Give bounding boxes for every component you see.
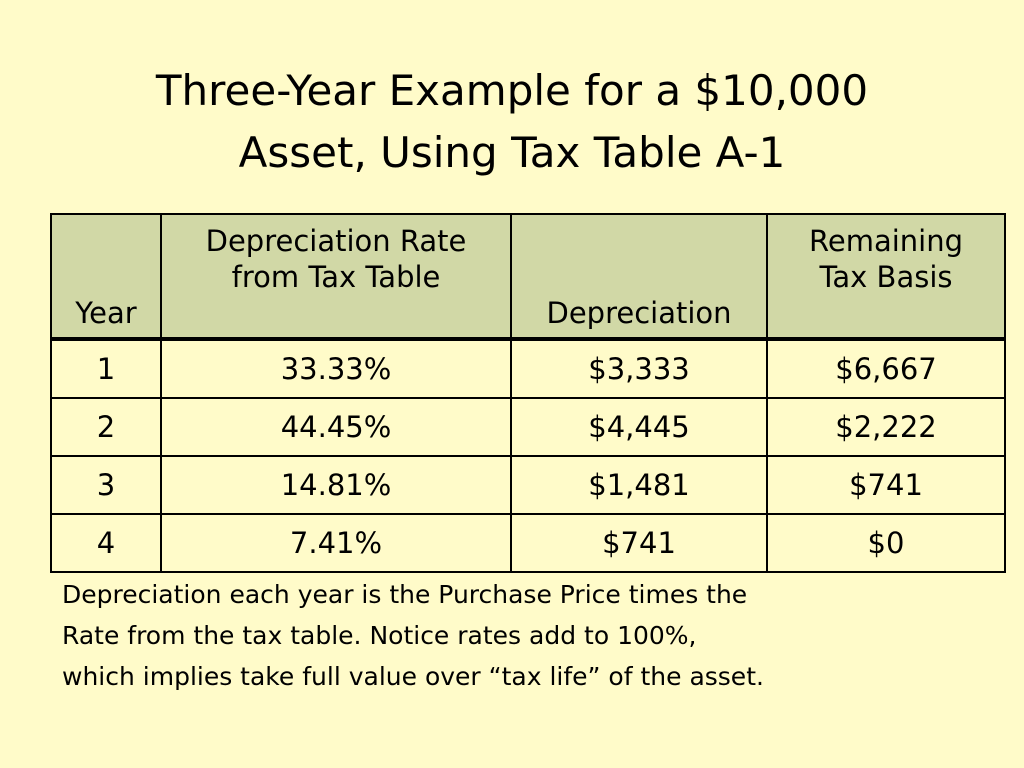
header-depreciation-label: Depreciation xyxy=(546,296,732,330)
note-line-3: which implies take full value over “tax … xyxy=(62,662,764,691)
header-rate: Depreciation Rate from Tax Table xyxy=(160,213,512,340)
header-basis-line-1: Remaining xyxy=(809,224,963,258)
slide-title-line-1: Three-Year Example for a $10,000 xyxy=(155,66,869,115)
header-year-label: Year xyxy=(75,296,137,330)
cell-rate: 7.41% xyxy=(160,513,512,573)
cell-rate: 44.45% xyxy=(160,397,512,457)
note-line-2: Rate from the tax table. Notice rates ad… xyxy=(62,621,697,650)
header-year: Year xyxy=(50,213,162,340)
cell-depreciation: $4,445 xyxy=(510,397,768,457)
note-line-1: Depreciation each year is the Purchase P… xyxy=(62,580,748,609)
cell-year: 3 xyxy=(50,455,162,515)
slide-title-line-2: Asset, Using Tax Table A-1 xyxy=(238,128,786,177)
header-rate-line-1: Depreciation Rate xyxy=(205,224,467,258)
table-row: 2 44.45% $4,445 $2,222 xyxy=(50,397,1006,457)
cell-basis: $6,667 xyxy=(766,338,1006,399)
header-rate-line-2: from Tax Table xyxy=(231,260,441,294)
cell-year: 1 xyxy=(50,338,162,399)
cell-depreciation: $3,333 xyxy=(510,338,768,399)
cell-depreciation: $1,481 xyxy=(510,455,768,515)
cell-depreciation: $741 xyxy=(510,513,768,573)
cell-year: 4 xyxy=(50,513,162,573)
table-row: 1 33.33% $3,333 $6,667 xyxy=(50,338,1006,399)
slide-title: Three-Year Example for a $10,000 Asset, … xyxy=(0,60,1024,184)
table-row: 3 14.81% $1,481 $741 xyxy=(50,455,1006,515)
cell-year: 2 xyxy=(50,397,162,457)
table-row: 4 7.41% $741 $0 xyxy=(50,513,1006,573)
header-depreciation: Depreciation xyxy=(510,213,768,340)
cell-rate: 33.33% xyxy=(160,338,512,399)
header-basis-line-2: Tax Basis xyxy=(819,260,953,294)
cell-rate: 14.81% xyxy=(160,455,512,515)
cell-basis: $0 xyxy=(766,513,1006,573)
table-header-row: Year Depreciation Rate from Tax Table De… xyxy=(50,213,1006,340)
depreciation-table: Year Depreciation Rate from Tax Table De… xyxy=(50,213,1006,573)
explanation-note: Depreciation each year is the Purchase P… xyxy=(62,574,962,697)
cell-basis: $2,222 xyxy=(766,397,1006,457)
header-basis: Remaining Tax Basis xyxy=(766,213,1006,340)
cell-basis: $741 xyxy=(766,455,1006,515)
